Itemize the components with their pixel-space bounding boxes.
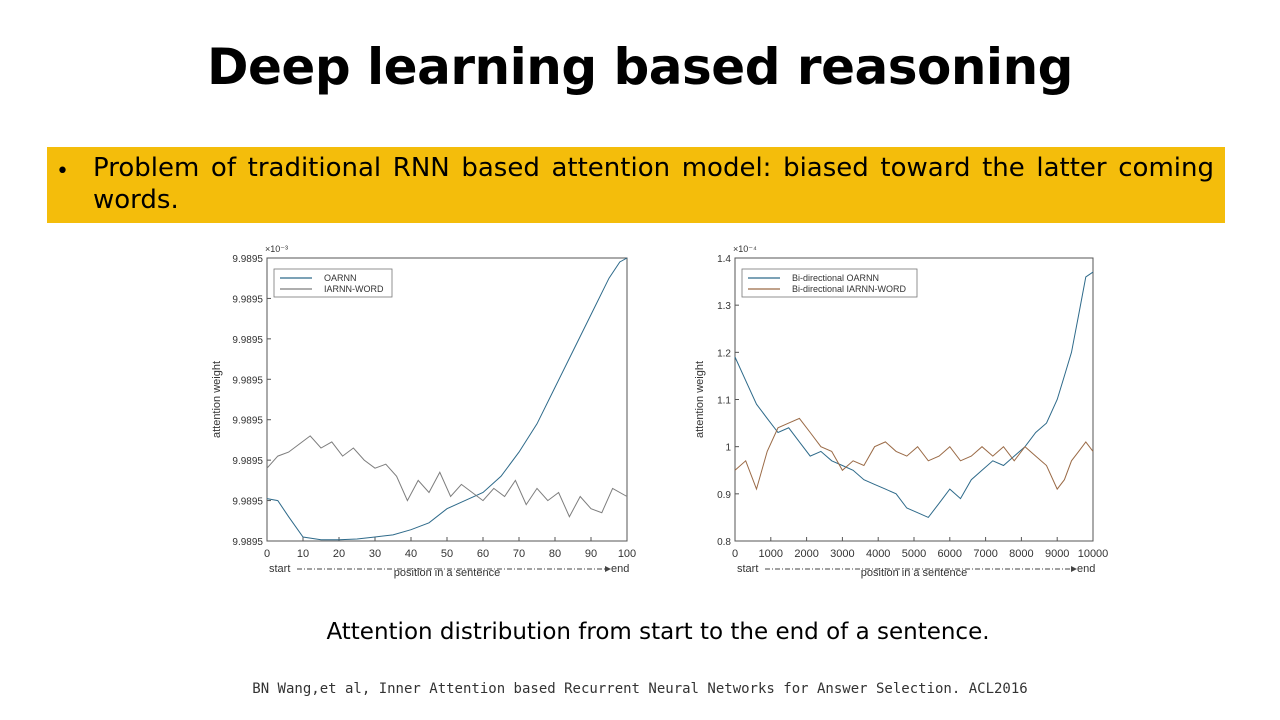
y-tick-label: 1.1 <box>717 396 731 407</box>
y-tick-label: 1.3 <box>717 301 731 312</box>
x-tick-label: 5000 <box>902 548 926 560</box>
x-tick-label: 70 <box>513 548 525 560</box>
legend-box <box>741 268 918 298</box>
x-tick-label: 50 <box>441 548 453 560</box>
end-label: end <box>1077 563 1095 575</box>
x-tick-label: 6000 <box>938 548 962 560</box>
arrow-head <box>1071 566 1077 572</box>
y-exponent-label: ×10⁻⁴ <box>733 244 757 254</box>
x-tick-label: 8000 <box>1009 548 1033 560</box>
x-axis-label: position in a sentence <box>861 567 967 579</box>
x-tick-label: 7000 <box>973 548 997 560</box>
y-exponent-label: ×10⁻³ <box>265 244 288 254</box>
y-tick-label: 9.9895 <box>232 335 263 346</box>
banner-text: Problem of traditional RNN based attenti… <box>93 153 1214 215</box>
x-tick-label: 10 <box>297 548 309 560</box>
x-tick-label: 40 <box>405 548 417 560</box>
figure-caption: Attention distribution from start to the… <box>326 619 990 645</box>
y-axis-label: attention weight <box>694 361 706 438</box>
citation: BN Wang,et al, Inner Attention based Rec… <box>252 681 1028 697</box>
x-tick-label: 4000 <box>866 548 890 560</box>
x-tick-label: 9000 <box>1045 548 1069 560</box>
y-tick-label: 1.2 <box>717 348 731 359</box>
y-tick-label: 9.9895 <box>232 254 263 265</box>
x-tick-label: 10000 <box>1078 548 1109 560</box>
y-tick-label: 9.9895 <box>232 456 263 467</box>
x-tick-label: 80 <box>549 548 561 560</box>
legend-label-0: OARNN <box>324 273 357 283</box>
y-tick-label: 0.8 <box>717 537 731 548</box>
x-tick-label: 2000 <box>794 548 818 560</box>
start-label: start <box>269 563 290 575</box>
x-tick-label: 20 <box>333 548 345 560</box>
arrow-head <box>605 566 611 572</box>
y-tick-label: 1.4 <box>717 254 731 265</box>
x-tick-label: 30 <box>369 548 381 560</box>
y-tick-label: 9.9895 <box>232 294 263 305</box>
series-line-1 <box>266 435 628 518</box>
x-tick-label: 60 <box>477 548 489 560</box>
slide-title: Deep learning based reasoning <box>207 38 1073 96</box>
x-tick-label: 3000 <box>830 548 854 560</box>
x-tick-label: 90 <box>585 548 597 560</box>
legend-label-1: IARNN-WORD <box>324 284 384 294</box>
end-label: end <box>611 563 629 575</box>
y-axis-label: attention weight <box>211 361 223 438</box>
x-tick-label: 100 <box>618 548 636 560</box>
legend-label-1: Bi-directional IARNN-WORD <box>792 284 907 294</box>
plot-frame <box>734 257 1094 542</box>
legend-label-0: Bi-directional OARNN <box>792 273 879 283</box>
bullet-icon: • <box>56 159 69 184</box>
chart-left: 0 10 20 30 40 50 60 70 80 90 100 9.9895 9.9895 9.9895… <box>211 244 636 579</box>
x-tick-label: 0 <box>264 548 270 560</box>
y-tick-label: 9.9895 <box>232 375 263 386</box>
x-axis-label: position in a sentence <box>394 567 500 579</box>
series-line-1 <box>734 417 1094 491</box>
x-tick-label: 0 <box>732 548 738 560</box>
y-tick-label: 9.9895 <box>232 416 263 427</box>
plot-frame <box>266 257 628 542</box>
highlight-banner <box>47 147 1225 223</box>
start-label: start <box>737 563 758 575</box>
y-tick-label: 9.9895 <box>232 497 263 508</box>
x-tick-label: 1000 <box>759 548 783 560</box>
series-line-0 <box>734 271 1094 519</box>
chart-right: 0 1000 2000 3000 4000 5000 6000 7000 8000 9000 100… <box>694 244 1109 579</box>
legend-box <box>273 268 393 298</box>
y-tick-label: 0.9 <box>717 490 731 501</box>
y-tick-label: 9.9895 <box>232 537 263 548</box>
series-line-0 <box>266 257 628 541</box>
y-tick-label: 1 <box>725 443 731 454</box>
